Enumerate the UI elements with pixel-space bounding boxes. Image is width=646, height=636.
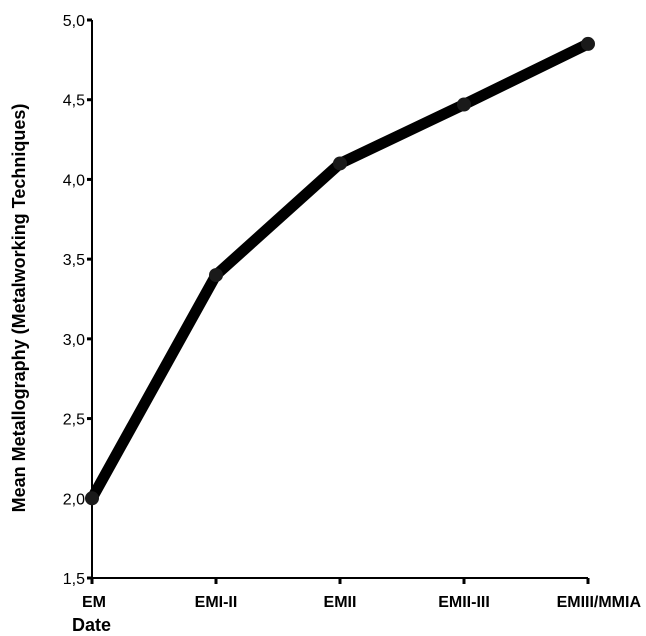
x-tick-label: EMII <box>324 594 357 611</box>
y-tick-label: 3,5 <box>63 252 85 269</box>
y-tick-label: 3,0 <box>63 332 85 349</box>
x-tick-label: EMIII/MMIA <box>557 594 642 611</box>
y-tick-label: 2,0 <box>63 491 85 508</box>
data-point <box>209 268 223 283</box>
y-axis: 1,5 2,0 2,5 3,0 3,5 4,0 4,5 5,0 <box>63 13 93 588</box>
series-layer <box>85 36 595 506</box>
x-tick-label: EMI-II <box>195 594 238 611</box>
x-tick-label: EMII-III <box>438 594 490 611</box>
y-tick-label: 1,5 <box>63 571 85 588</box>
data-point <box>333 156 347 171</box>
y-tick-label: 4,0 <box>63 172 85 189</box>
series-line <box>86 38 594 504</box>
x-axis: EM EMI-II EMII EMII-III EMIII/MMIA <box>82 577 642 611</box>
y-axis-title: Mean Metallography (Metalworking Techniq… <box>9 104 29 513</box>
data-point <box>85 491 99 506</box>
data-point <box>457 97 471 112</box>
y-tick-label: 5,0 <box>63 13 85 30</box>
x-tick-label: EM <box>82 594 106 611</box>
x-axis-title: Date <box>72 615 111 635</box>
data-point <box>581 36 595 51</box>
y-tick-label: 4,5 <box>63 93 85 110</box>
y-tick-label: 2,5 <box>63 412 85 429</box>
